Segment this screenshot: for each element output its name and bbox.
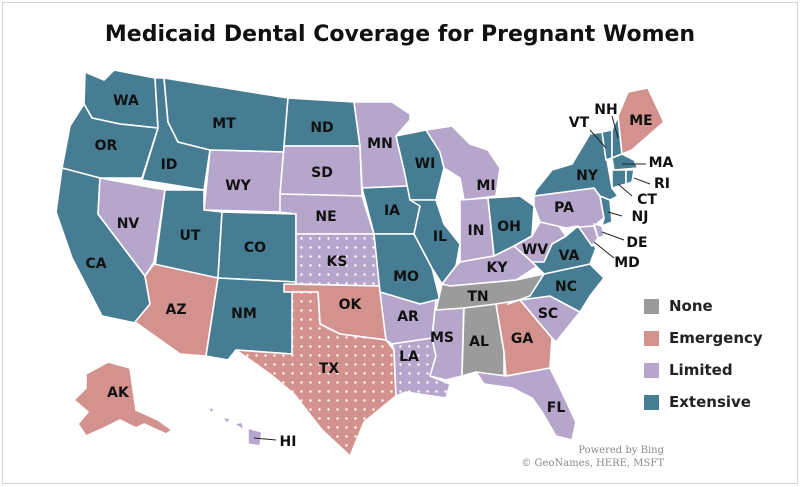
legend-label-limited: Limited (669, 361, 733, 379)
state-label-KY: KY (487, 260, 509, 276)
state-label-ME: ME (629, 113, 653, 129)
state-label-ID: ID (161, 157, 178, 173)
state-label-AL: AL (469, 334, 489, 350)
state-label-IA: IA (384, 203, 400, 219)
legend: None Emergency Limited Extensive (644, 290, 763, 418)
state-label-MI: MI (476, 178, 495, 194)
dot-overlay-KS (296, 234, 380, 286)
state-label-TN: TN (467, 289, 488, 305)
state-MI[interactable] (425, 125, 501, 201)
map-credit: Powered by Bing © GeoNames, HERE, MSFT (521, 444, 664, 470)
legend-swatch-extensive (644, 394, 659, 410)
state-label-WI: WI (415, 156, 436, 172)
legend-item-none: None (644, 290, 763, 322)
legend-swatch-none (644, 298, 659, 314)
legend-label-extensive: Extensive (669, 393, 751, 411)
state-label-CA: CA (85, 256, 106, 272)
state-label-VA: VA (559, 248, 580, 264)
state-label-LA: LA (399, 349, 419, 365)
state-label-WA: WA (113, 93, 139, 109)
state-label-GA: GA (511, 331, 533, 347)
state-MT[interactable] (163, 77, 289, 153)
legend-item-extensive: Extensive (644, 386, 763, 418)
state-label-CT: CT (637, 192, 657, 208)
state-FL[interactable] (475, 367, 577, 441)
state-RI[interactable] (625, 169, 635, 185)
dot-overlay-TX (236, 292, 396, 456)
state-NC[interactable] (507, 263, 605, 313)
state-label-FL: FL (547, 400, 566, 416)
state-label-NH: NH (594, 102, 617, 118)
state-label-OR: OR (95, 138, 118, 154)
state-label-RI: RI (654, 176, 670, 192)
state-label-MT: MT (212, 116, 236, 132)
state-label-ND: ND (310, 120, 333, 136)
legend-item-limited: Limited (644, 354, 763, 386)
state-label-MD: MD (614, 255, 640, 271)
credit-powered-by: Powered by Bing (578, 445, 664, 456)
state-label-TX: TX (319, 361, 340, 377)
state-label-HI: HI (280, 434, 297, 450)
leader-lines (253, 115, 651, 441)
state-label-SC: SC (538, 306, 558, 322)
map-title: Medicaid Dental Coverage for Pregnant Wo… (104, 22, 696, 47)
state-labels: WA OR CA ID NV MT WY UT AZ CO NM ND SD N… (85, 93, 673, 450)
legend-swatch-emergency (644, 330, 659, 346)
state-label-NE: NE (315, 209, 336, 225)
state-label-NV: NV (117, 216, 140, 232)
state-NY[interactable] (533, 131, 619, 201)
state-label-IL: IL (433, 229, 447, 245)
dot-overlay-LA (392, 338, 450, 398)
state-MA[interactable] (611, 153, 639, 171)
legend-item-emergency: Emergency (644, 322, 763, 354)
state-label-MO: MO (393, 269, 419, 285)
legend-swatch-limited (644, 362, 659, 378)
state-label-UT: UT (180, 228, 201, 244)
state-label-OH: OH (497, 219, 521, 235)
state-label-NJ: NJ (632, 209, 649, 225)
state-label-VT: VT (569, 115, 590, 131)
legend-label-none: None (669, 297, 713, 315)
state-HI[interactable] (207, 407, 263, 447)
state-label-MS: MS (430, 330, 454, 346)
state-label-KS: KS (327, 254, 348, 270)
dotted-pattern-overlays (236, 234, 450, 456)
state-label-MN: MN (367, 136, 393, 152)
state-label-CO: CO (244, 240, 266, 256)
state-label-OK: OK (339, 297, 363, 313)
state-DE[interactable] (593, 223, 605, 239)
state-label-SD: SD (311, 165, 333, 181)
state-label-AZ: AZ (166, 302, 187, 318)
state-AK[interactable] (73, 361, 173, 437)
credit-attribution: © GeoNames, HERE, MSFT (521, 458, 664, 469)
state-label-AR: AR (397, 309, 419, 325)
state-label-WV: WV (522, 242, 548, 258)
state-label-AK: AK (107, 385, 130, 401)
legend-label-emergency: Emergency (669, 329, 763, 347)
state-label-IN: IN (468, 223, 485, 239)
state-label-NM: NM (231, 306, 257, 322)
state-WV[interactable] (513, 221, 567, 263)
state-label-NY: NY (576, 168, 599, 184)
state-label-WY: WY (225, 178, 251, 194)
state-label-PA: PA (554, 200, 574, 216)
state-label-NC: NC (555, 279, 577, 295)
state-label-MA: MA (649, 155, 674, 171)
state-KY[interactable] (441, 243, 545, 287)
state-label-DE: DE (626, 235, 647, 251)
state-MD[interactable] (565, 225, 599, 247)
